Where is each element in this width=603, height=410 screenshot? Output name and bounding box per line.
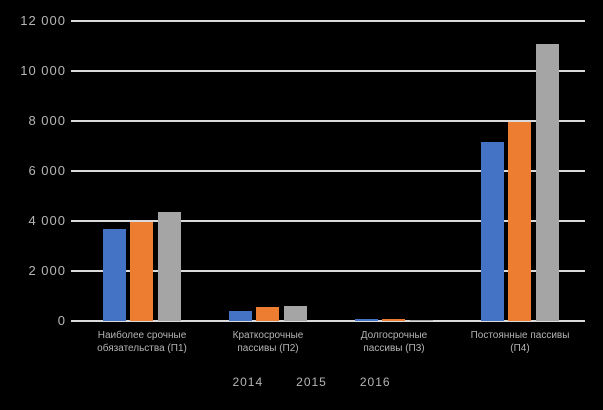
- bar-2014-category3: [355, 318, 378, 321]
- y-axis-tick-label: 6 000: [28, 163, 66, 178]
- category-label: Долгосрочные пассивы (П3): [360, 330, 428, 354]
- bar-2015-category2: [256, 307, 279, 321]
- bar-2014-category1: [103, 228, 126, 321]
- bar-2016-category4: [536, 43, 559, 321]
- bar-2016-category1: [158, 212, 181, 321]
- legend: 2014 2015 2016: [20, 375, 603, 389]
- y-axis-tick-label: 12 000: [20, 13, 66, 28]
- bar-2015-category4: [508, 122, 531, 321]
- gridline: [80, 170, 585, 172]
- category-label: Краткосрочные пассивы (П2): [232, 330, 304, 354]
- category-label: Постоянные пассивы (П4): [470, 330, 570, 354]
- gridline: [80, 320, 585, 322]
- bar-2015-category1: [130, 222, 153, 321]
- y-axis-tick-label: 2 000: [28, 263, 66, 278]
- bar-2016-category2: [284, 306, 307, 321]
- gridline: [80, 70, 585, 72]
- axis-tick-mark: [71, 170, 80, 172]
- gridline: [80, 120, 585, 122]
- gridline: [80, 270, 585, 272]
- bar-2014-category4: [481, 142, 504, 321]
- bar-2015-category3: [382, 319, 405, 321]
- y-axis-tick-label: 10 000: [20, 63, 66, 78]
- axis-tick-mark: [71, 20, 80, 22]
- legend-item-2016: 2016: [359, 375, 391, 389]
- gridline: [80, 220, 585, 222]
- y-axis-tick-label: 4 000: [28, 213, 66, 228]
- y-axis-tick-label: 0: [57, 313, 66, 328]
- axis-tick-mark: [71, 220, 80, 222]
- axis-tick-mark: [71, 270, 80, 272]
- category-label: Наиболее срочные обязательства (П1): [97, 330, 187, 354]
- bar-2014-category2: [229, 311, 252, 321]
- axis-tick-mark: [71, 320, 80, 322]
- gridline: [80, 20, 585, 22]
- axis-tick-mark: [71, 70, 80, 72]
- y-axis-tick-label: 8 000: [28, 113, 66, 128]
- legend-item-2015: 2015: [296, 375, 327, 389]
- legend-item-2014: 2014: [232, 375, 264, 389]
- axis-tick-mark: [71, 120, 80, 122]
- bar-2016-category3: [410, 319, 433, 321]
